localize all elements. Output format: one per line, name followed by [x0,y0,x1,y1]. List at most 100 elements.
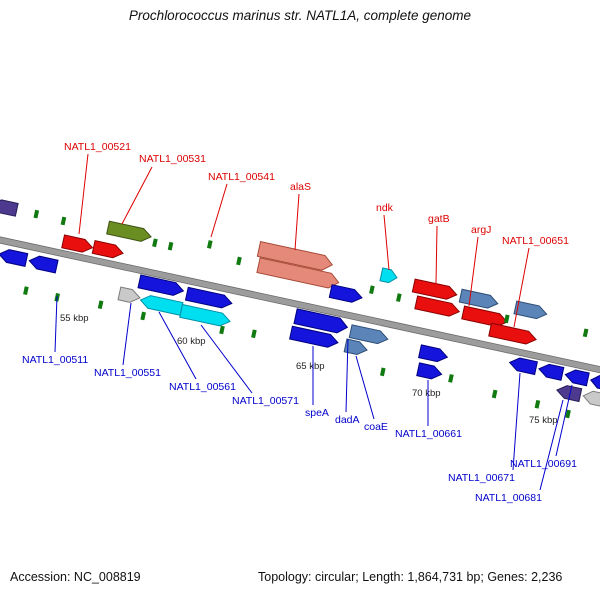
gene-arrow-blue-r1[interactable] [418,344,449,364]
feature-marker-19[interactable] [534,399,541,409]
scale-label-55-kbp: 55 kbp [60,313,89,324]
status-accession: Accession: NC_008819 [10,570,141,584]
feature-marker-2[interactable] [152,238,158,248]
rotated-genome-layer [0,198,600,419]
label-layer: 55 kbp 60 kbp 65 kbp 70 kbp 75 kbp NATL1_0052… [22,141,577,504]
gene-arrow-red-2[interactable] [91,239,124,260]
gene-label-NATL1_00531[interactable]: NATL1_00531 [139,153,206,165]
gene-arrow-natl1-00531-olive[interactable] [106,220,153,243]
leader-line-argJ [468,236,479,307]
gene-arrow-steel-b[interactable] [513,300,548,320]
gene-label-ndk[interactable]: ndk [376,202,394,214]
gene-arrow-natl1-00521[interactable] [61,234,94,254]
gene-arrow-blue-r5[interactable] [538,362,565,381]
leader-line-NATL1_00531 [121,166,153,225]
gene-arrow-gray-right[interactable] [582,389,600,407]
feature-marker-3[interactable] [167,241,174,251]
gene-arrow-natl1-00681-purple[interactable] [555,384,583,403]
gene-arrow-natl1-00661[interactable] [416,362,443,381]
leader-line-dadA [345,338,349,413]
feature-marker-1[interactable] [60,216,67,226]
gene-label-NATL1_00521[interactable]: NATL1_00521 [64,141,131,153]
gene-arrow-purple-left-fragment[interactable] [0,198,19,217]
gene-arrow-blue-left-2[interactable] [28,254,59,274]
leader-line-NATL1_00651 [513,247,530,328]
gene-label-speA[interactable]: speA [305,407,329,419]
gene-label-NATL1_00681[interactable]: NATL1_00681 [475,492,542,504]
feature-marker-10[interactable] [23,286,29,295]
genome-backbone[interactable] [0,231,600,380]
gene-label-NATL1_00661[interactable]: NATL1_00661 [395,428,462,440]
gene-label-NATL1_00571[interactable]: NATL1_00571 [232,395,299,407]
feature-marker-5[interactable] [236,256,242,266]
gene-label-alaS[interactable]: alaS [290,181,311,193]
feature-marker-7[interactable] [396,293,402,302]
feature-marker-8[interactable] [503,314,510,324]
backbone-edge-bottom [0,236,600,381]
gene-arrow-blue-mid-1[interactable] [137,274,185,297]
leader-line-NATL1_00671 [512,372,521,471]
gene-label-NATL1_00551[interactable]: NATL1_00551 [94,367,161,379]
gene-arrow-blue-mid-above[interactable] [328,284,363,304]
gene-arrow-coaE[interactable] [343,338,368,356]
gene-arrow-blue-left-1[interactable] [0,248,29,267]
gene-arrow-cyan-1[interactable] [139,294,184,316]
feature-marker-18[interactable] [491,389,498,399]
leader-line-coaE [355,355,375,420]
gene-label-NATL1_00671[interactable]: NATL1_00671 [448,472,515,484]
gene-label-gatB[interactable]: gatB [428,213,450,225]
gene-label-NATL1_00511[interactable]: NATL1_00511 [22,354,88,366]
genome-title: Prochlorococcus marinus str. NATL1A, com… [128,8,472,23]
feature-marker-0[interactable] [33,209,40,219]
gene-label-NATL1_00541[interactable]: NATL1_00541 [208,171,275,183]
gene-label-NATL1_00561[interactable]: NATL1_00561 [169,381,236,393]
feature-marker-12[interactable] [97,300,104,310]
scale-label-70-kbp: 70 kbp [412,388,441,399]
status-summary: Topology: circular; Length: 1,864,731 bp… [258,570,563,584]
feature-marker-14[interactable] [219,325,225,335]
leader-line-NATL1_00551 [122,302,132,366]
gene-label-argJ[interactable]: argJ [471,224,491,236]
feature-marker-15[interactable] [251,329,257,339]
leader-line-NATL1_00511 [54,295,58,353]
leader-line-alaS [294,193,300,251]
gene-arrow-natl1-00691[interactable] [564,368,590,387]
gene-arrow-alaS-upper[interactable] [256,241,334,273]
feature-marker-9[interactable] [582,328,589,338]
feature-marker-6[interactable] [369,285,375,295]
scale-label-65-kbp: 65 kbp [296,361,325,372]
gene-arrow-natl1-00671[interactable] [508,356,538,376]
feature-marker-13[interactable] [140,311,146,321]
feature-marker-20[interactable] [565,409,571,419]
leader-line-NATL1_00521 [78,153,89,235]
gene-arrow-natl1-00651[interactable] [488,322,538,346]
gene-label-coaE[interactable]: coaE [364,421,388,433]
leader-line-NATL1_00571 [200,324,253,394]
gene-arrow-speA[interactable] [289,325,340,349]
feature-marker-16[interactable] [379,367,386,377]
leader-line-NATL1_00691 [555,384,573,457]
scale-label-60-kbp: 60 kbp [177,336,206,347]
gene-arrow-gatB[interactable] [411,278,458,301]
gene-arrow-argJ[interactable] [461,305,509,328]
leader-line-NATL1_00681 [539,399,564,491]
feature-marker-17[interactable] [448,374,454,383]
backbone-edge-top [0,230,600,375]
gene-arrow-blue-big[interactable] [293,308,349,335]
leader-line-ndk [383,214,390,271]
gene-arrow-red-b[interactable] [414,295,461,318]
gene-label-NATL1_00691[interactable]: NATL1_00691 [510,458,577,470]
gene-arrow-blue-r7[interactable] [589,374,600,391]
gene-label-dadA[interactable]: dadA [335,414,360,426]
gene-label-NATL1_00651[interactable]: NATL1_00651 [502,235,569,247]
scale-label-75-kbp: 75 kbp [529,415,558,426]
leader-line-NATL1_00541 [210,183,228,238]
gene-arrow-blue-mid-2[interactable] [184,286,233,309]
gene-arrow-ndk[interactable] [379,267,398,284]
feature-marker-4[interactable] [207,240,213,249]
gene-arrow-gray-1[interactable] [117,286,141,304]
gene-arrow-dadA[interactable] [348,324,389,346]
gene-arrow-cyan-2[interactable] [179,303,232,328]
